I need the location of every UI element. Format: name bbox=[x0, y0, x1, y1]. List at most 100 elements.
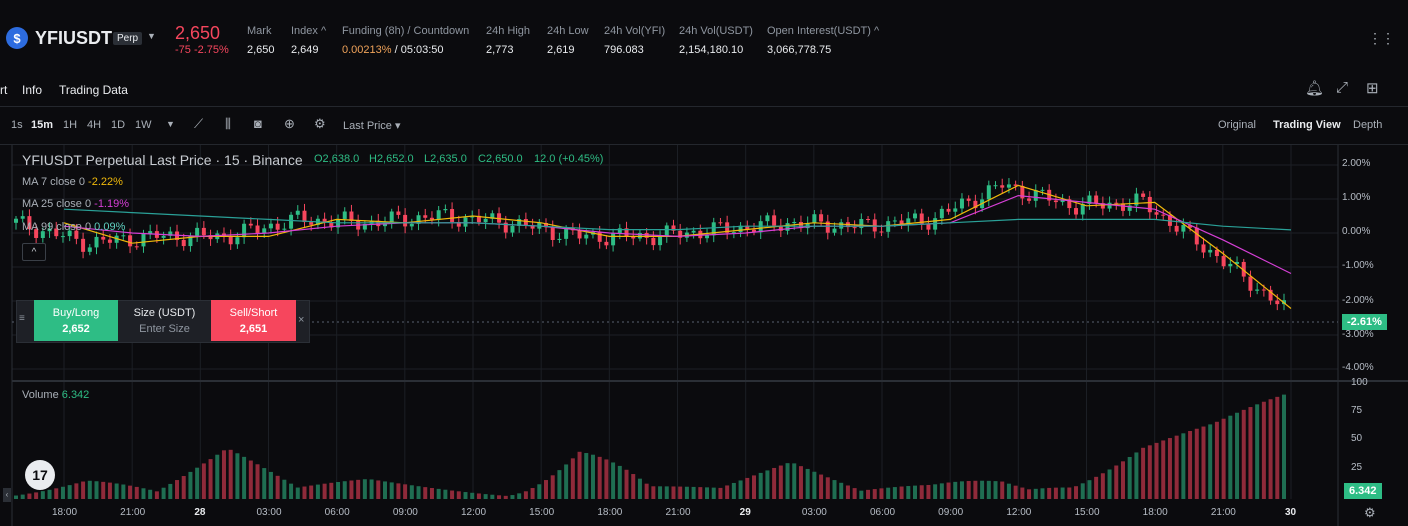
add-icon[interactable]: ⊕ bbox=[284, 116, 295, 131]
candle-body bbox=[1060, 199, 1065, 203]
tab-info[interactable]: Info bbox=[22, 83, 43, 97]
candle-body bbox=[544, 223, 549, 228]
volume-bar bbox=[899, 486, 904, 499]
sell-short-button[interactable]: Sell/Short 2,651 bbox=[211, 300, 296, 341]
expand-icon[interactable]: ⤢ bbox=[1336, 79, 1349, 96]
volume-bar bbox=[403, 484, 408, 499]
volume-bar bbox=[128, 485, 133, 499]
candle-body bbox=[188, 235, 193, 247]
candle-body bbox=[403, 214, 408, 227]
stat-mark-label: Mark bbox=[247, 25, 272, 37]
drag-handle-icon[interactable]: ≡ bbox=[19, 313, 25, 324]
volume-bar bbox=[966, 480, 971, 499]
gear-icon[interactable]: ⚙︎ bbox=[1364, 505, 1376, 520]
volume-bar bbox=[148, 489, 153, 499]
buy-long-button[interactable]: Buy/Long 2,652 bbox=[34, 300, 118, 341]
time-axis-label: 18:00 bbox=[52, 507, 78, 518]
candle-body bbox=[1020, 185, 1025, 199]
candle-body bbox=[1248, 276, 1253, 291]
stat-index-label[interactable]: Index ^ bbox=[291, 25, 327, 37]
close-panel-icon[interactable]: × bbox=[298, 314, 305, 326]
size-input[interactable]: Size (USDT) Enter Size bbox=[118, 300, 211, 341]
volume-bar bbox=[1261, 401, 1266, 499]
volume-bar bbox=[389, 482, 394, 499]
candle-body bbox=[1147, 196, 1152, 213]
volume-bar bbox=[1241, 409, 1246, 499]
candle-body bbox=[1261, 289, 1266, 291]
time-axis-label: 09:00 bbox=[392, 507, 418, 518]
volume-bar bbox=[859, 490, 864, 499]
volume-bar bbox=[570, 458, 575, 499]
view-original[interactable]: Original bbox=[1218, 119, 1256, 131]
volume-bar bbox=[409, 485, 414, 499]
ohlc-low: L2,635.0 bbox=[424, 153, 467, 165]
candle-body bbox=[530, 225, 535, 229]
view-depth[interactable]: Depth bbox=[1353, 119, 1383, 131]
tab-trading-data[interactable]: Trading Data bbox=[59, 83, 128, 97]
tf-4h[interactable]: 4H bbox=[87, 119, 102, 131]
vol-axis-label: 50 bbox=[1351, 433, 1363, 444]
candle-body bbox=[523, 219, 528, 226]
stat-low-label: 24h Low bbox=[547, 25, 589, 37]
bell-icon[interactable]: 🔔︎ bbox=[1305, 80, 1325, 97]
candle-body bbox=[1268, 289, 1273, 301]
layout-icon[interactable]: ⊞ bbox=[1366, 80, 1379, 97]
candle-body bbox=[792, 221, 797, 224]
stat-volyfi-value: 796.083 bbox=[604, 44, 644, 56]
volume-bar bbox=[14, 495, 18, 499]
candle-body bbox=[1114, 202, 1119, 204]
volume-bar bbox=[302, 486, 307, 499]
volume-bar bbox=[1107, 469, 1112, 499]
ma7-label: MA 7 close 0 bbox=[22, 176, 85, 188]
chart-title: YFIUSDT Perpetual Last Price · 15 · Bina… bbox=[22, 152, 303, 168]
view-trading-view[interactable]: Trading View bbox=[1273, 119, 1341, 131]
volume-bar bbox=[1194, 428, 1199, 499]
volume-bar bbox=[1154, 442, 1159, 499]
collapse-legend-button[interactable]: ^ bbox=[22, 243, 46, 261]
candle-body bbox=[134, 246, 139, 248]
tf-1d[interactable]: 1D bbox=[111, 119, 126, 131]
tab-chart[interactable]: rt bbox=[0, 83, 8, 97]
more-menu-icon[interactable]: ⋮⋮ bbox=[1368, 30, 1395, 46]
volume-bar bbox=[1248, 407, 1253, 499]
candle-body bbox=[329, 222, 334, 228]
candle-body bbox=[74, 230, 79, 239]
volume-bar bbox=[1006, 483, 1011, 499]
volume-bar bbox=[67, 485, 72, 499]
candle-body bbox=[671, 225, 676, 231]
volume-bar bbox=[1114, 465, 1119, 499]
tf-more-icon[interactable]: ▼ bbox=[166, 119, 175, 129]
candle-body bbox=[228, 236, 233, 245]
candle-body bbox=[1094, 195, 1099, 204]
ma99-label: MA 99 close 0 bbox=[22, 221, 92, 233]
symbol-dropdown-icon[interactable]: ▼ bbox=[147, 31, 156, 41]
settings-icon[interactable]: ⚙︎ bbox=[314, 116, 326, 131]
candle-body bbox=[208, 235, 213, 240]
volume-bar bbox=[336, 481, 341, 499]
tf-1h[interactable]: 1H bbox=[63, 119, 78, 131]
volume-bar bbox=[268, 471, 273, 499]
volume-bar bbox=[778, 465, 783, 499]
tf-1s[interactable]: 1s bbox=[11, 119, 23, 131]
volume-bar bbox=[597, 456, 602, 499]
tf-15m[interactable]: 15m bbox=[31, 119, 54, 131]
tf-1w[interactable]: 1W bbox=[135, 119, 152, 131]
candle-body bbox=[711, 222, 716, 236]
scroll-left-icon[interactable]: ‹ bbox=[3, 488, 11, 502]
camera-icon[interactable]: ◙ bbox=[254, 116, 262, 131]
candle-body bbox=[557, 238, 562, 241]
symbol-name[interactable]: YFIUSDT bbox=[35, 28, 113, 48]
candle-body bbox=[376, 220, 381, 227]
stat-oi-label[interactable]: Open Interest(USDT) ^ bbox=[767, 25, 880, 37]
volume-bar bbox=[1027, 489, 1032, 499]
candle-body bbox=[651, 237, 656, 246]
volume-bar bbox=[201, 463, 206, 499]
ohlc-high: H2,652.0 bbox=[369, 153, 414, 165]
price-type-select[interactable]: Last Price ▾ bbox=[343, 120, 401, 132]
candle-body bbox=[939, 208, 944, 219]
candle-type-icon[interactable]: ⫼ bbox=[225, 116, 231, 131]
indicator-icon[interactable]: ⟋ bbox=[194, 116, 204, 131]
tradingview-logo-icon[interactable]: 17 bbox=[25, 460, 55, 490]
candle-body bbox=[40, 231, 45, 238]
volume-bar bbox=[738, 480, 743, 499]
